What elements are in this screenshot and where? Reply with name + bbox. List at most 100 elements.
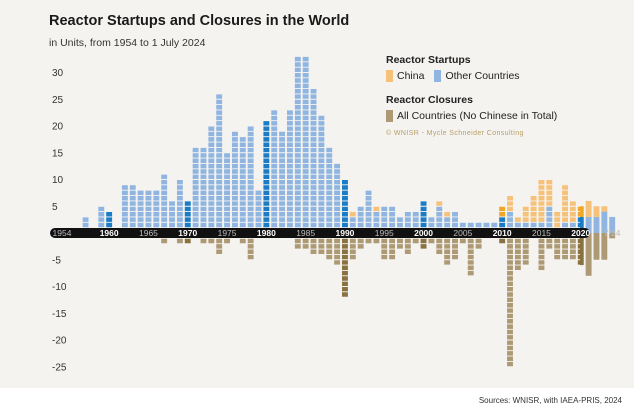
bar-china-2014 xyxy=(530,195,537,223)
x-tick-label: 1970 xyxy=(178,228,197,238)
bar-closure-1997 xyxy=(397,233,403,250)
bar-closure-2017 xyxy=(554,233,561,260)
bar-closure-1984 xyxy=(294,233,301,250)
legend-china-label: China xyxy=(397,70,425,82)
chart-panel xyxy=(0,0,634,388)
bar-closure-2004 xyxy=(452,233,458,260)
bar-closure-2000 xyxy=(420,233,427,250)
bar-other-1967 xyxy=(161,174,168,233)
x-tick-label: 2020 xyxy=(571,228,590,238)
other-countries-swatch xyxy=(434,70,442,82)
closures-swatch xyxy=(386,110,393,122)
y-tick-label: -5 xyxy=(52,255,61,266)
y-tick-label: 25 xyxy=(52,95,64,106)
bar-closure-2022 xyxy=(593,233,600,260)
bar-china-2021 xyxy=(585,200,592,217)
bar-china-1991 xyxy=(349,211,356,217)
x-tick-label: 7/24 xyxy=(604,228,621,238)
y-tick-label: -15 xyxy=(52,309,67,320)
bar-china-2013 xyxy=(522,206,529,223)
bar-closure-2024 xyxy=(609,233,616,239)
bar-china-2016 xyxy=(546,179,553,207)
year-axis-band xyxy=(50,228,590,238)
legend-closures-row: All Countries (No Chinese in Total) xyxy=(386,110,567,122)
chart-title: Reactor Startups and Closures in the Wor… xyxy=(49,13,350,29)
x-tick-label: 1990 xyxy=(335,228,354,238)
x-tick-label: 1985 xyxy=(296,228,315,238)
bar-other-2021 xyxy=(585,216,592,233)
bar-other-1992 xyxy=(357,206,364,233)
y-tick-label: -10 xyxy=(52,282,67,293)
bar-closure-1995 xyxy=(381,233,388,260)
x-tick-label: 1960 xyxy=(100,228,119,238)
bar-other-2001 xyxy=(428,216,435,233)
bar-other-1986 xyxy=(310,88,317,233)
x-tick-label: 1975 xyxy=(218,228,237,238)
bar-chart: 1954 1960 1965 1970 1975 1980 1985 1990 1995 2000… xyxy=(50,56,621,373)
bar-other-1991 xyxy=(349,216,356,233)
y-tick-label: 10 xyxy=(52,175,64,186)
bar-closure-2015 xyxy=(538,233,545,271)
bar-china-2011 xyxy=(507,195,513,212)
legend-closures-label: All Countries (No Chinese in Total) xyxy=(397,110,558,122)
bar-other-1957 xyxy=(82,216,89,233)
legend-item-closures: All Countries (No Chinese in Total) xyxy=(386,110,557,122)
legend-item-other: Other Countries xyxy=(434,70,520,82)
y-tick-label: 30 xyxy=(52,68,64,79)
bar-closure-1988 xyxy=(326,233,333,260)
bar-closure-2011 xyxy=(507,233,513,367)
bar-closure-2007 xyxy=(475,233,482,250)
legend-other-label: Other Countries xyxy=(445,70,520,82)
bar-other-1981 xyxy=(271,109,278,233)
source-note: Sources: WNISR, with IAEA-PRIS, 2024 xyxy=(478,396,622,405)
bar-other-1983 xyxy=(286,109,293,233)
legend-item-china: China xyxy=(386,70,424,82)
bar-other-2002 xyxy=(436,206,443,233)
bar-other-1997 xyxy=(397,216,403,233)
bar-other-1984 xyxy=(294,56,301,234)
bar-china-1994 xyxy=(373,206,380,212)
bar-other-1975 xyxy=(224,152,231,233)
bar-china-2003 xyxy=(444,211,451,217)
bar-closure-2021 xyxy=(585,233,592,276)
bar-other-1962 xyxy=(121,184,128,233)
bar-closure-1991 xyxy=(349,233,356,260)
bar-other-1976 xyxy=(231,131,238,233)
bar-other-2016 xyxy=(546,206,553,233)
bar-other-2010 xyxy=(499,216,506,233)
bar-other-1985 xyxy=(302,56,309,234)
x-tick-label: 1980 xyxy=(257,228,276,238)
x-tick-label: 2010 xyxy=(493,228,512,238)
y-tick-label: -25 xyxy=(52,362,67,373)
bar-other-1959 xyxy=(98,206,105,233)
x-tick-label: 1954 xyxy=(53,228,72,238)
bar-closure-2019 xyxy=(569,233,576,260)
bar-china-2023 xyxy=(601,206,608,212)
bar-closure-2023 xyxy=(601,233,608,260)
x-tick-label: 2000 xyxy=(414,228,433,238)
bar-closure-2018 xyxy=(562,233,568,260)
legend: Reactor Startups China Other Countries R… xyxy=(386,54,567,134)
bar-closure-2016 xyxy=(546,233,553,250)
bar-china-2002 xyxy=(436,200,443,207)
bar-closure-2012 xyxy=(514,233,521,271)
copyright-note: © WNISR - Mycle Schneider Consulting xyxy=(386,130,524,137)
x-tick-label: 1965 xyxy=(139,228,158,238)
bar-closure-1992 xyxy=(357,233,364,250)
bar-closure-1996 xyxy=(389,233,396,260)
bar-china-2020 xyxy=(577,206,584,217)
y-tick-label: 15 xyxy=(52,148,64,159)
bar-closure-2020 xyxy=(577,233,584,266)
y-tick-label: -20 xyxy=(52,336,67,347)
bar-other-1995 xyxy=(381,206,388,233)
bar-china-2022 xyxy=(593,206,600,217)
chart-subtitle: in Units, from 1954 to 1 July 2024 xyxy=(49,37,206,49)
x-tick-label: 2015 xyxy=(532,228,551,238)
bar-other-2023 xyxy=(601,211,608,233)
y-tick-label: 20 xyxy=(52,122,64,133)
legend-closures-heading: Reactor Closures xyxy=(386,94,473,106)
legend-startups-heading: Reactor Startups xyxy=(386,54,471,66)
x-tick-label: 1995 xyxy=(375,228,394,238)
bar-other-1963 xyxy=(129,184,136,233)
bar-china-2018 xyxy=(562,184,568,223)
